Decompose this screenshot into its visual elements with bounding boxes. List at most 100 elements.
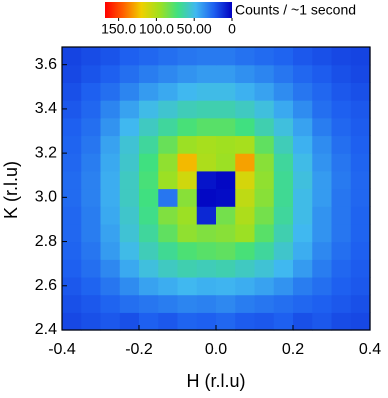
heat-cell	[254, 135, 275, 154]
heat-cell	[254, 241, 275, 260]
heat-cell	[62, 223, 82, 243]
y-axis-title: K (r.l.u)	[1, 161, 21, 219]
heat-cell	[331, 294, 352, 313]
heat-cell	[216, 47, 236, 66]
heat-cell	[331, 223, 352, 243]
heat-cell	[177, 188, 198, 207]
heat-cell	[312, 82, 333, 101]
heat-cell	[139, 294, 159, 313]
heat-cell	[177, 153, 198, 172]
heat-cell	[139, 64, 159, 83]
heat-cell	[196, 135, 217, 154]
heat-cell	[331, 64, 352, 83]
heat-cell	[62, 170, 82, 190]
heat-cell	[196, 170, 217, 190]
heat-cell	[350, 241, 371, 260]
heat-cell	[177, 294, 198, 313]
heat-cell	[177, 47, 198, 66]
heat-cell	[119, 188, 140, 207]
heat-cell	[293, 241, 313, 260]
heat-cell	[158, 82, 179, 101]
y-tick-label: 3.6	[35, 56, 57, 73]
heat-cell	[331, 135, 352, 154]
heat-cell	[100, 117, 121, 137]
heat-cell	[235, 170, 256, 190]
heat-cell	[81, 312, 102, 331]
heat-cell	[312, 153, 333, 172]
heat-cell	[196, 47, 217, 66]
heat-cell	[216, 206, 236, 225]
heat-cell	[235, 223, 256, 243]
heat-cell	[235, 276, 256, 296]
heat-cell	[293, 64, 313, 83]
heat-cell	[273, 153, 294, 172]
heat-cell	[273, 276, 294, 296]
heat-cell	[62, 276, 82, 296]
heat-cell	[254, 153, 275, 172]
heat-cell	[312, 294, 333, 313]
heat-cell	[62, 135, 82, 154]
heat-cell	[254, 276, 275, 296]
heat-cell	[350, 206, 371, 225]
colorbar-tick-label: 100.0	[139, 21, 174, 37]
y-tick-label: 3.0	[35, 189, 57, 206]
heat-cell	[331, 312, 352, 331]
heat-cell	[254, 82, 275, 101]
heat-cell	[331, 153, 352, 172]
y-tick-label: 3.4	[35, 100, 57, 117]
heat-cell	[254, 64, 275, 83]
heat-cell	[62, 206, 82, 225]
heat-cell	[273, 206, 294, 225]
heat-cell	[216, 259, 236, 278]
heat-cell	[312, 170, 333, 190]
heat-cell	[81, 276, 102, 296]
heat-cell	[331, 117, 352, 137]
heat-cell	[196, 276, 217, 296]
heat-cell	[139, 241, 159, 260]
heat-cell	[119, 312, 140, 331]
heat-cell	[62, 47, 82, 66]
heat-cell	[312, 259, 333, 278]
heat-cell	[350, 100, 371, 119]
heat-cell	[100, 47, 121, 66]
heat-cell	[62, 188, 82, 207]
heat-cell	[350, 188, 371, 207]
heat-cell	[273, 259, 294, 278]
heat-cell	[139, 100, 159, 119]
heat-cell	[100, 206, 121, 225]
heat-cell	[119, 117, 140, 137]
heat-cell	[158, 64, 179, 83]
heat-cell	[254, 47, 275, 66]
heat-cell	[100, 64, 121, 83]
heat-cell	[254, 312, 275, 331]
heat-cell	[158, 241, 179, 260]
heat-cell	[312, 276, 333, 296]
heat-cell	[235, 47, 256, 66]
heat-cell	[293, 117, 313, 137]
x-tick-label: -0.2	[125, 341, 153, 358]
heat-cell	[158, 259, 179, 278]
heat-cell	[139, 47, 159, 66]
heat-cell	[177, 135, 198, 154]
heat-cell	[293, 135, 313, 154]
heat-cell	[350, 82, 371, 101]
heat-cell	[119, 153, 140, 172]
heat-cell	[196, 153, 217, 172]
heat-cell	[293, 312, 313, 331]
heat-cell	[312, 117, 333, 137]
heat-cell	[196, 188, 217, 207]
heat-cell	[62, 64, 82, 83]
heat-cell	[81, 64, 102, 83]
heat-cell	[216, 64, 236, 83]
heat-cell	[119, 170, 140, 190]
heat-cell	[216, 170, 236, 190]
heat-cell	[350, 153, 371, 172]
heat-cell	[81, 117, 102, 137]
heat-cell	[196, 82, 217, 101]
heat-cell	[100, 241, 121, 260]
heat-cell	[216, 276, 236, 296]
heat-cell	[158, 276, 179, 296]
heat-cell	[254, 170, 275, 190]
heat-cell	[254, 223, 275, 243]
heat-cell	[216, 188, 236, 207]
